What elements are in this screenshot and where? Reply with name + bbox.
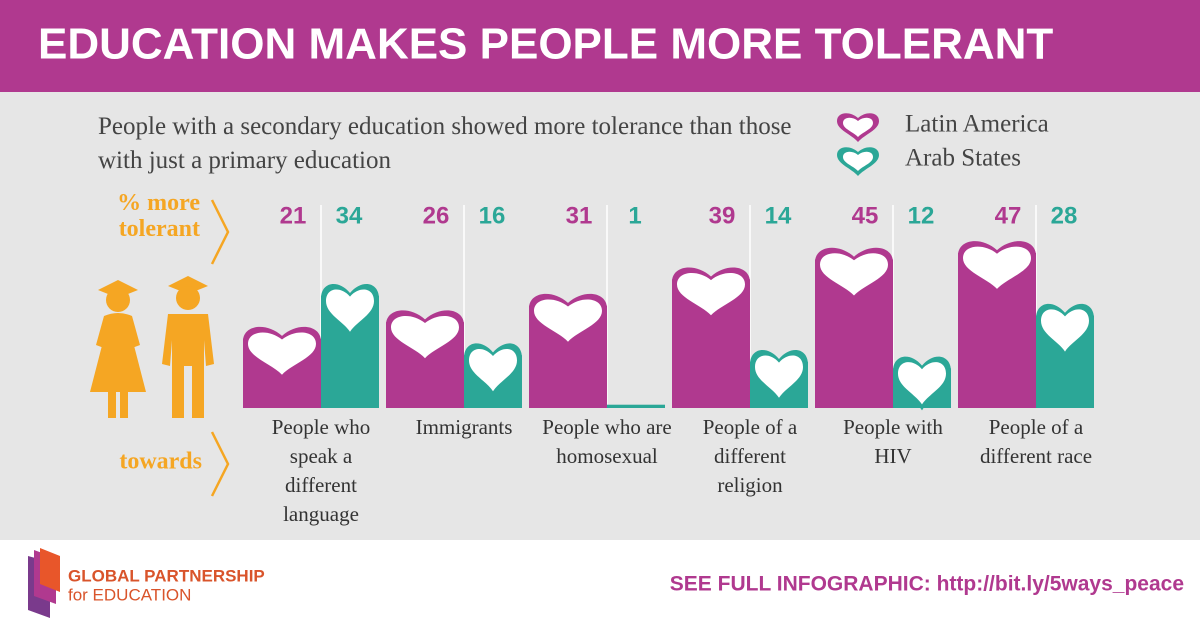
link: SEE FULL INFOGRAPHIC: http://bit.ly/5way… xyxy=(670,573,1184,596)
bar-heart xyxy=(755,355,803,398)
bar-heart xyxy=(820,253,888,296)
category-label: Immigrants xyxy=(415,415,513,439)
category-label: People who are homosexual xyxy=(542,415,672,468)
people-icon xyxy=(90,276,214,418)
y-label: % more tolerant xyxy=(117,190,200,242)
value-label: 12 xyxy=(908,202,935,229)
category-label: People of a different race xyxy=(979,415,1093,468)
legend-swatch-inner xyxy=(843,117,873,137)
value-label: 21 xyxy=(280,202,307,229)
value-label: 16 xyxy=(479,202,506,229)
banner xyxy=(0,0,1200,92)
value-label: 47 xyxy=(995,202,1022,229)
category-label: People of a different religion xyxy=(702,415,798,497)
category-label: People who speak a different language xyxy=(271,415,371,526)
chevron xyxy=(210,199,230,265)
x-label: towards xyxy=(119,449,202,475)
chart-title: EDUCATION MAKES PEOPLE MORE TOLERANT xyxy=(38,20,1053,69)
bar-heart xyxy=(248,332,316,375)
bar-heart xyxy=(963,246,1031,289)
value-label: 31 xyxy=(566,202,593,229)
legend-label: Arab States xyxy=(905,145,1021,172)
value-label: 28 xyxy=(1051,202,1078,229)
bar-heart xyxy=(898,362,946,405)
value-label: 26 xyxy=(423,202,450,229)
value-label: 45 xyxy=(852,202,879,229)
legend-label: Latin America xyxy=(905,111,1049,138)
logo-text: for EDUCATION xyxy=(68,585,191,604)
bar-heart xyxy=(391,315,459,359)
category-label: People with HIV xyxy=(843,415,943,468)
logo-icon xyxy=(28,548,60,618)
bar-heart xyxy=(326,289,374,332)
chevron xyxy=(210,431,230,497)
bar xyxy=(607,404,665,408)
bar-heart xyxy=(534,299,602,342)
subtitle: People with a secondary education showed… xyxy=(98,113,792,174)
value-label: 39 xyxy=(709,202,736,229)
value-label: 14 xyxy=(765,202,792,229)
legend-swatch-inner xyxy=(843,151,873,171)
bar-heart xyxy=(677,273,745,316)
value-label: 1 xyxy=(628,202,641,229)
value-label: 34 xyxy=(336,202,363,229)
bar-heart xyxy=(1041,309,1089,352)
logo-text: GLOBAL PARTNERSHIP xyxy=(68,566,265,585)
bar-heart xyxy=(469,348,517,392)
